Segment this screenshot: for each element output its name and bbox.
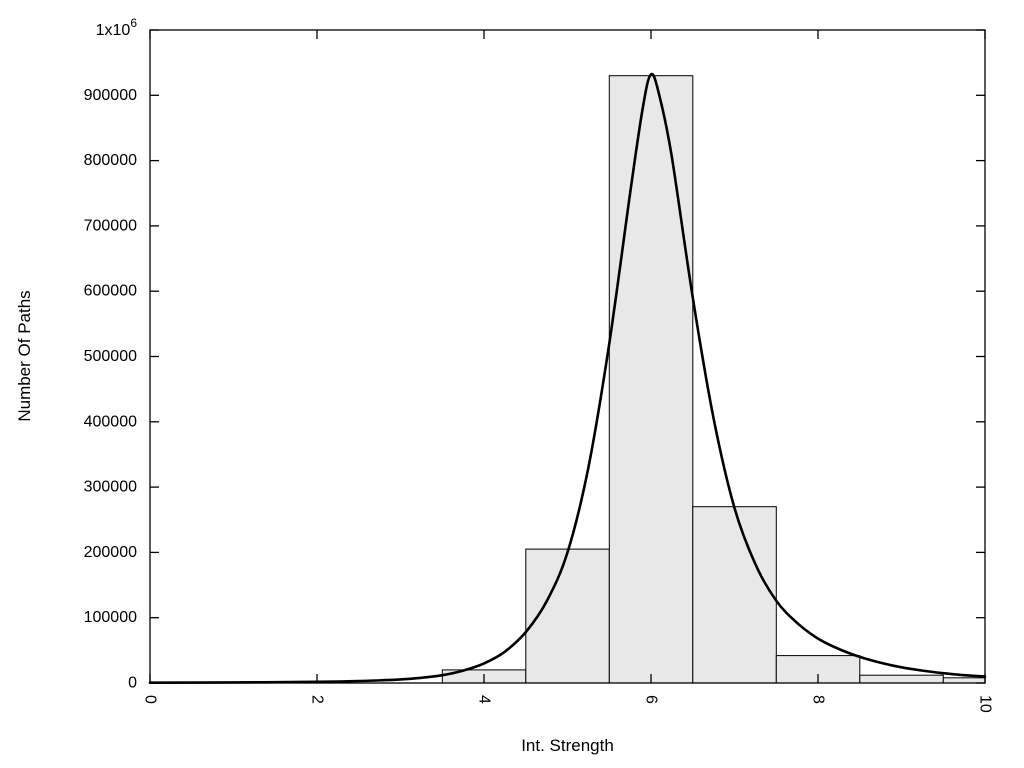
y-tick-label: 400000 bbox=[84, 413, 137, 430]
y-tick-label: 600000 bbox=[84, 283, 137, 300]
x-tick-label: 2 bbox=[309, 695, 326, 704]
y-axis-title: Number Of Paths bbox=[15, 290, 34, 422]
histogram-bar bbox=[608, 75, 694, 684]
y-tick-label: 700000 bbox=[84, 217, 137, 234]
x-axis-title: Int. Strength bbox=[521, 736, 614, 755]
x-tick-label: 10 bbox=[977, 695, 994, 713]
x-tick-label: 8 bbox=[810, 695, 827, 704]
y-tick-label: 200000 bbox=[84, 544, 137, 561]
x-tick-label: 6 bbox=[643, 695, 660, 704]
histogram-bar bbox=[692, 506, 777, 684]
y-tick-label: 100000 bbox=[84, 609, 137, 626]
x-tick-label: 0 bbox=[142, 695, 159, 704]
histogram-bar bbox=[942, 677, 986, 684]
y-tick-label: 500000 bbox=[84, 348, 137, 365]
y-tick-label: 300000 bbox=[84, 479, 137, 496]
y-tick-label: 800000 bbox=[84, 152, 137, 169]
y-tick-label: 900000 bbox=[84, 87, 137, 104]
histogram-bar bbox=[525, 548, 610, 684]
y-tick-label: 0 bbox=[128, 675, 137, 692]
x-tick-label: 4 bbox=[476, 695, 493, 704]
histogram-bar bbox=[859, 674, 944, 684]
y-tick-label: 1x106 bbox=[96, 16, 138, 39]
fit-curve-line bbox=[148, 72, 987, 684]
